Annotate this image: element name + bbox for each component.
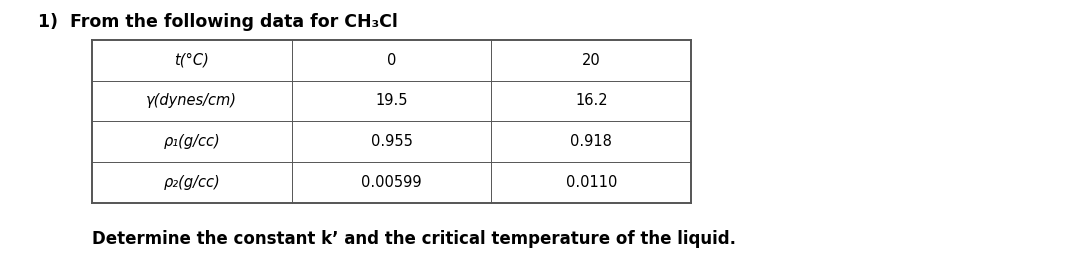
Text: Determine the constant k’ and the critical temperature of the liquid.: Determine the constant k’ and the critic…	[92, 230, 735, 248]
Text: 0: 0	[387, 53, 396, 68]
Text: 20: 20	[582, 53, 600, 68]
Text: ρ₁(g/cc): ρ₁(g/cc)	[163, 134, 220, 149]
Text: t(°C): t(°C)	[174, 53, 210, 68]
Text: γ(dynes/cm): γ(dynes/cm)	[146, 93, 238, 109]
Text: 0.0110: 0.0110	[566, 175, 617, 190]
Text: 0.00599: 0.00599	[361, 175, 422, 190]
Text: ρ₂(g/cc): ρ₂(g/cc)	[163, 175, 220, 190]
Text: 16.2: 16.2	[575, 93, 608, 109]
Text: 1)  From the following data for CH₃Cl: 1) From the following data for CH₃Cl	[38, 13, 397, 31]
Text: 0.918: 0.918	[570, 134, 612, 149]
Text: 19.5: 19.5	[375, 93, 408, 109]
Text: 0.955: 0.955	[370, 134, 413, 149]
